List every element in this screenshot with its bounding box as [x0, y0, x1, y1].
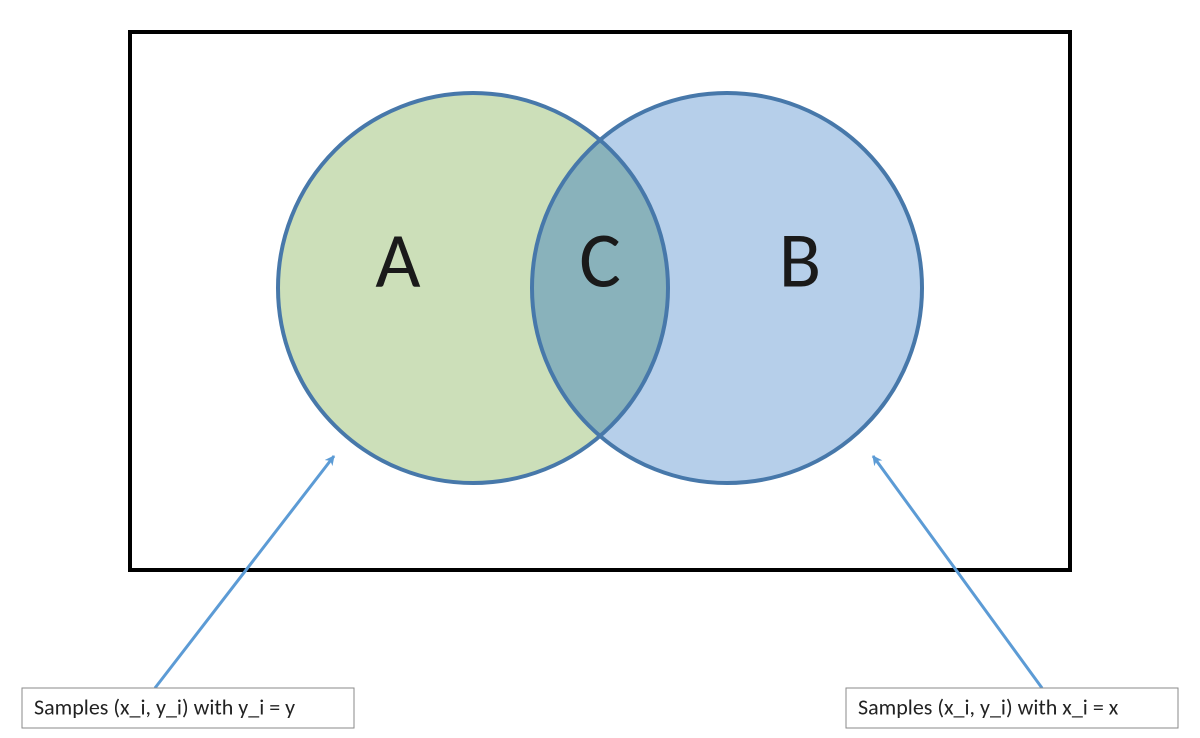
- callout-right-text: Samples (x_i, y_i) with x_i = x: [858, 693, 1119, 720]
- callout-left-text: Samples (x_i, y_i) with y_i = y: [34, 693, 295, 720]
- label-b: B: [779, 213, 821, 308]
- callout-right: Samples (x_i, y_i) with x_i = x: [846, 688, 1178, 728]
- label-a: A: [375, 213, 420, 308]
- callout-left: Samples (x_i, y_i) with y_i = y: [22, 688, 354, 728]
- label-c: C: [579, 213, 621, 308]
